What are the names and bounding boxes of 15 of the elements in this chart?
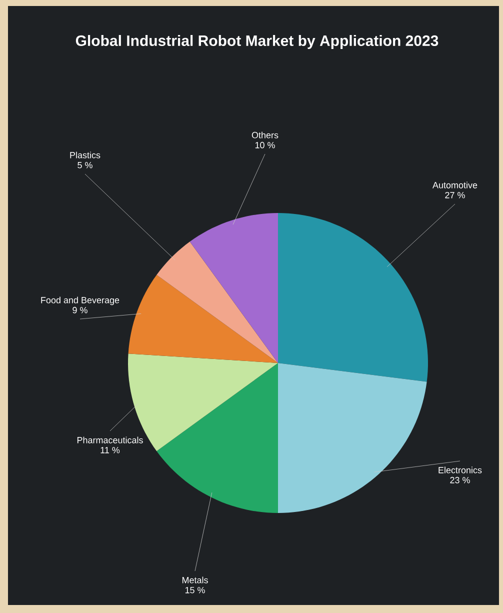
data-label: 27 %: [445, 192, 465, 198]
chart-title: Global Industrial Robot Market by Application 2023: [76, 35, 438, 49]
data-label: 10 %: [255, 142, 275, 148]
slice-label: Others: [252, 132, 278, 138]
slice-label: Food and Beverage: [41, 296, 120, 306]
data-label: 9 %: [72, 306, 88, 314]
data-label: 23 %: [450, 476, 470, 484]
data-label: 15 %: [185, 586, 205, 594]
slice-label: Pharmaceuticals: [77, 436, 143, 444]
slice-label: Plastics: [70, 152, 100, 158]
data-label: 11 %: [100, 446, 120, 454]
data-label: 5 %: [78, 162, 92, 168]
slice-label: Metals: [182, 576, 208, 584]
slice-label: Electronics: [438, 466, 482, 474]
slice-label: Automotive: [432, 182, 478, 188]
